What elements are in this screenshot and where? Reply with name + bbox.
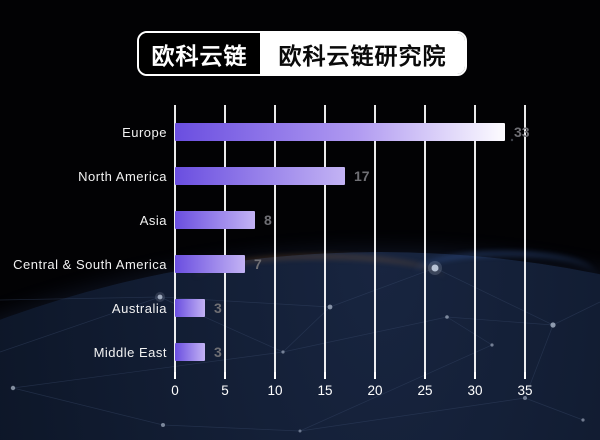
- tick-mark-15: [324, 372, 326, 379]
- gridline-x-20: [374, 105, 376, 372]
- x-tick-label-15: 15: [317, 383, 333, 398]
- category-label: Central & South America: [13, 257, 167, 272]
- gridline-x-25: [424, 105, 426, 372]
- bar-chart: 0 5 10 15 20 25 30 35 Europe 33 North America 17 Asi…: [0, 105, 600, 415]
- tick-mark-5: [224, 372, 226, 379]
- horizon-blue-rim-decoration: [415, 252, 595, 295]
- gridline-x-15: [324, 105, 326, 372]
- header-badge: 欧科云链 欧科云链研究院: [137, 31, 467, 76]
- gridline-x-35: [524, 105, 526, 372]
- bar-australia: [175, 299, 205, 317]
- category-label: Australia: [111, 301, 167, 316]
- category-label: Europe: [122, 125, 167, 140]
- x-tick-label-25: 25: [417, 383, 433, 398]
- org-name-text: 欧科云链研究院: [260, 33, 465, 74]
- plot-area: [174, 105, 526, 372]
- horizon-amber-rim-decoration: [195, 255, 445, 304]
- category-label: Asia: [139, 213, 167, 228]
- x-tick-label-35: 35: [517, 383, 533, 398]
- value-label: 33: [514, 124, 530, 140]
- gridline-x-10: [274, 105, 276, 372]
- brand-logo-text: 欧科云链: [139, 33, 260, 74]
- bar-europe: [175, 123, 505, 141]
- x-tick-label-5: 5: [221, 383, 229, 398]
- value-label: 3: [214, 344, 222, 360]
- tick-mark-10: [274, 372, 276, 379]
- category-label: North America: [78, 169, 167, 184]
- value-label: 8: [264, 212, 272, 228]
- gridline-x-30: [474, 105, 476, 372]
- value-label: 3: [214, 300, 222, 316]
- tick-mark-20: [374, 372, 376, 379]
- x-tick-label-10: 10: [267, 383, 283, 398]
- bar-asia: [175, 211, 255, 229]
- value-label: 17: [354, 168, 370, 184]
- tick-mark-30: [474, 372, 476, 379]
- tick-mark-35: [524, 372, 526, 379]
- gridline-x-5: [224, 105, 226, 372]
- tick-mark-25: [424, 372, 426, 379]
- value-label: 7: [254, 256, 262, 272]
- bar-middle-east: [175, 343, 205, 361]
- x-tick-label-30: 30: [467, 383, 483, 398]
- bar-central-south-america: [175, 255, 245, 273]
- x-tick-label-0: 0: [171, 383, 179, 398]
- tick-mark-0: [174, 372, 176, 379]
- x-tick-label-20: 20: [367, 383, 383, 398]
- gridline-x-0: [174, 105, 176, 372]
- bar-north-america: [175, 167, 345, 185]
- category-label: Middle East: [93, 345, 167, 360]
